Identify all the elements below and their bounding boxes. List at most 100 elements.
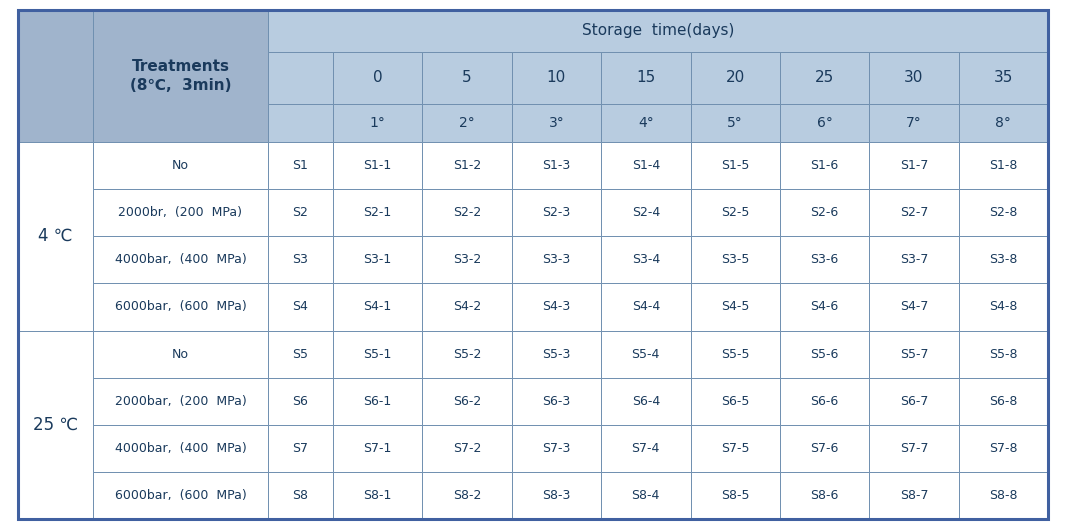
Text: S4-1: S4-1 xyxy=(364,300,392,314)
Bar xyxy=(512,472,601,519)
Bar xyxy=(422,284,512,331)
Bar xyxy=(422,236,512,284)
Bar xyxy=(601,142,691,189)
Bar xyxy=(601,189,691,236)
Text: 5: 5 xyxy=(463,70,472,86)
Text: S5-2: S5-2 xyxy=(453,348,481,361)
Text: S2-2: S2-2 xyxy=(453,206,481,219)
Bar xyxy=(333,236,422,284)
Bar xyxy=(780,142,869,189)
Bar xyxy=(18,142,93,331)
Bar xyxy=(691,472,780,519)
Bar xyxy=(333,472,422,519)
Bar xyxy=(93,472,268,519)
Text: 6000bar,  (600  MPa): 6000bar, (600 MPa) xyxy=(115,489,246,502)
Text: S8-1: S8-1 xyxy=(364,489,392,502)
Bar xyxy=(958,284,1048,331)
Text: S4-6: S4-6 xyxy=(810,300,839,314)
Text: S2-5: S2-5 xyxy=(721,206,749,219)
Bar xyxy=(268,472,333,519)
Text: S6-8: S6-8 xyxy=(989,395,1018,408)
Text: S3-7: S3-7 xyxy=(900,253,928,266)
Bar xyxy=(601,472,691,519)
Bar xyxy=(869,284,958,331)
Bar xyxy=(869,142,958,189)
Bar xyxy=(422,425,512,472)
Text: S4-7: S4-7 xyxy=(900,300,928,314)
Text: S1-3: S1-3 xyxy=(543,159,570,172)
Text: 8°: 8° xyxy=(996,116,1012,130)
Text: 2000bar,  (200  MPa): 2000bar, (200 MPa) xyxy=(115,395,246,408)
Bar xyxy=(601,331,691,378)
Bar xyxy=(601,52,691,104)
Bar xyxy=(268,331,333,378)
Text: S7-3: S7-3 xyxy=(543,442,570,455)
Bar xyxy=(333,52,422,104)
Bar xyxy=(958,425,1048,472)
Text: S4: S4 xyxy=(292,300,308,314)
Bar xyxy=(780,378,869,425)
Text: Treatments
(8℃,  3min): Treatments (8℃, 3min) xyxy=(130,59,231,94)
Bar xyxy=(512,236,601,284)
Text: 6°: 6° xyxy=(817,116,833,130)
Bar xyxy=(512,425,601,472)
Text: S5: S5 xyxy=(292,348,308,361)
Text: S4-5: S4-5 xyxy=(721,300,749,314)
Bar xyxy=(958,189,1048,236)
Text: S6-7: S6-7 xyxy=(900,395,928,408)
Text: S8-6: S8-6 xyxy=(810,489,839,502)
Text: S6-5: S6-5 xyxy=(721,395,749,408)
Bar xyxy=(869,104,958,142)
Text: 30: 30 xyxy=(904,70,923,86)
Text: S3-5: S3-5 xyxy=(721,253,749,266)
Bar xyxy=(958,378,1048,425)
Bar xyxy=(422,331,512,378)
Text: S5-5: S5-5 xyxy=(721,348,749,361)
Text: S8-4: S8-4 xyxy=(632,489,660,502)
Text: S8-3: S8-3 xyxy=(543,489,570,502)
Bar xyxy=(780,189,869,236)
Bar xyxy=(93,189,268,236)
Text: S3-4: S3-4 xyxy=(632,253,660,266)
Text: 2°: 2° xyxy=(459,116,475,130)
Text: S2-7: S2-7 xyxy=(900,206,928,219)
Bar xyxy=(869,189,958,236)
Text: S1-4: S1-4 xyxy=(632,159,660,172)
Text: S8-2: S8-2 xyxy=(453,489,481,502)
Bar xyxy=(268,284,333,331)
Text: S5-7: S5-7 xyxy=(900,348,928,361)
Text: S2-6: S2-6 xyxy=(810,206,839,219)
Bar xyxy=(958,236,1048,284)
Text: 3°: 3° xyxy=(549,116,564,130)
Bar xyxy=(333,104,422,142)
Text: S2-1: S2-1 xyxy=(364,206,392,219)
Text: Storage  time(days): Storage time(days) xyxy=(582,23,734,39)
Text: S6-2: S6-2 xyxy=(453,395,481,408)
Text: S4-2: S4-2 xyxy=(453,300,481,314)
Bar xyxy=(512,331,601,378)
Bar xyxy=(869,236,958,284)
Text: No: No xyxy=(172,348,189,361)
Bar xyxy=(268,142,333,189)
Text: S8-7: S8-7 xyxy=(900,489,928,502)
Text: S8: S8 xyxy=(292,489,308,502)
Text: S3: S3 xyxy=(292,253,308,266)
Text: S6: S6 xyxy=(292,395,308,408)
Text: S3-2: S3-2 xyxy=(453,253,481,266)
Text: S3-6: S3-6 xyxy=(810,253,839,266)
Text: S3-1: S3-1 xyxy=(364,253,392,266)
Text: 15: 15 xyxy=(636,70,656,86)
Text: 7°: 7° xyxy=(906,116,922,130)
Text: S7-8: S7-8 xyxy=(989,442,1018,455)
Text: S5-3: S5-3 xyxy=(543,348,570,361)
Text: 4000bar,  (400  MPa): 4000bar, (400 MPa) xyxy=(115,442,246,455)
Text: S1-6: S1-6 xyxy=(810,159,839,172)
Bar xyxy=(958,52,1048,104)
Text: S1-2: S1-2 xyxy=(453,159,481,172)
Bar xyxy=(268,104,333,142)
Bar xyxy=(780,472,869,519)
Bar xyxy=(268,236,333,284)
Bar xyxy=(93,331,268,378)
Bar xyxy=(869,331,958,378)
Bar xyxy=(958,331,1048,378)
